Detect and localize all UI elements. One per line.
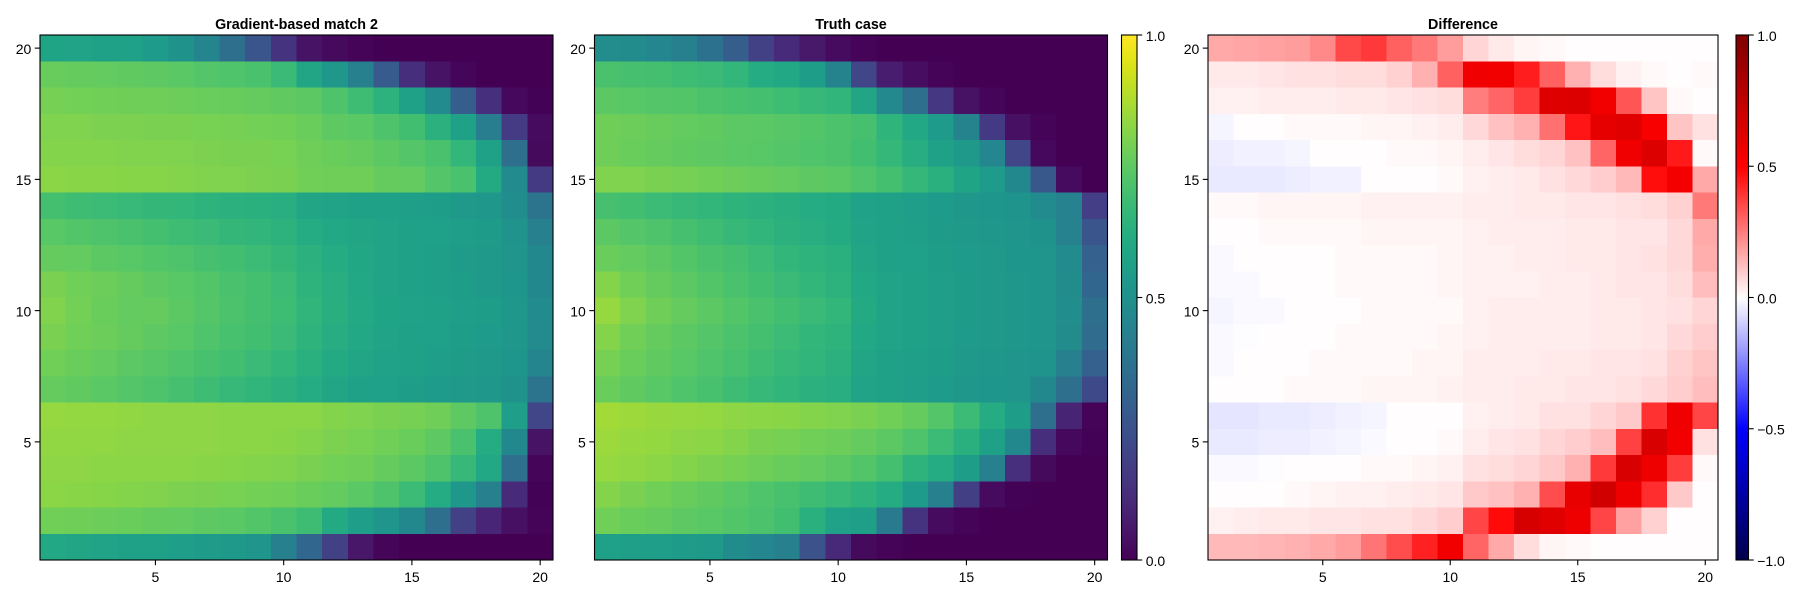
svg-text:20: 20 (532, 569, 548, 585)
svg-text:20: 20 (1184, 41, 1200, 57)
svg-text:15: 15 (404, 569, 420, 585)
svg-text:10: 10 (570, 303, 586, 319)
svg-text:10: 10 (1442, 569, 1458, 585)
svg-text:5: 5 (1319, 569, 1327, 585)
svg-text:0.0: 0.0 (1757, 290, 1777, 306)
svg-text:1.0: 1.0 (1146, 28, 1166, 44)
svg-text:0.0: 0.0 (1146, 553, 1166, 569)
svg-text:Difference: Difference (1428, 17, 1498, 33)
svg-text:5: 5 (706, 569, 714, 585)
svg-text:Truth case: Truth case (815, 17, 887, 33)
svg-text:−1.0: −1.0 (1757, 553, 1785, 569)
svg-text:20: 20 (570, 41, 586, 57)
svg-text:−0.5: −0.5 (1757, 422, 1785, 438)
svg-text:15: 15 (959, 569, 975, 585)
svg-text:15: 15 (16, 172, 32, 188)
svg-text:5: 5 (1192, 435, 1200, 451)
svg-text:10: 10 (830, 569, 846, 585)
svg-text:10: 10 (16, 303, 32, 319)
svg-text:20: 20 (16, 41, 32, 57)
svg-text:10: 10 (276, 569, 292, 585)
svg-text:15: 15 (570, 172, 586, 188)
svg-text:5: 5 (24, 435, 32, 451)
svg-text:5: 5 (152, 569, 160, 585)
svg-text:15: 15 (1184, 172, 1200, 188)
svg-text:0.5: 0.5 (1757, 159, 1777, 175)
svg-text:0.5: 0.5 (1146, 290, 1166, 306)
svg-text:20: 20 (1697, 569, 1713, 585)
svg-text:Gradient-based match 2: Gradient-based match 2 (215, 17, 378, 33)
svg-text:20: 20 (1087, 569, 1103, 585)
svg-text:1.0: 1.0 (1757, 28, 1777, 44)
svg-text:5: 5 (578, 435, 586, 451)
svg-text:15: 15 (1570, 569, 1586, 585)
svg-text:10: 10 (1184, 303, 1200, 319)
